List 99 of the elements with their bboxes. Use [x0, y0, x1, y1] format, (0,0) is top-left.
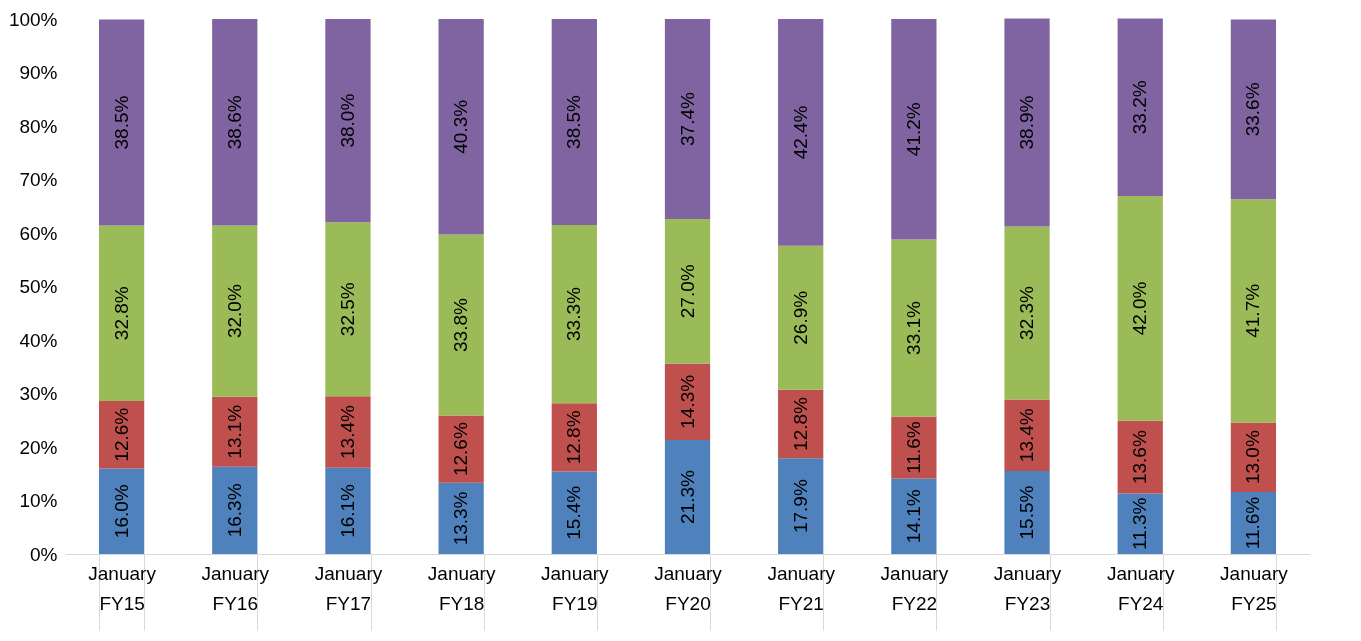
bar: [664, 219, 711, 364]
data-label: 41.7%: [1242, 283, 1264, 338]
data-label: 33.8%: [450, 297, 472, 352]
x-tick-label: January FY15: [88, 562, 157, 614]
bar: [212, 225, 258, 397]
y-tick-label: 100%: [8, 8, 58, 30]
x-tick-label: January FY18: [427, 562, 496, 614]
bar: [551, 471, 597, 554]
data-label: 13.4%: [336, 404, 358, 459]
x-tick-label: January FY22: [880, 562, 949, 614]
bar: [438, 19, 484, 235]
data-label: 33.1%: [902, 300, 924, 355]
data-label: 33.3%: [563, 287, 585, 341]
data-label: 17.9%: [789, 479, 811, 534]
data-label: 16.0%: [110, 484, 132, 539]
y-tick-label: 70%: [19, 169, 58, 190]
data-label: 11.3%: [1129, 497, 1151, 551]
data-label: 32.8%: [110, 286, 132, 341]
x-tick-label: January FY24: [1106, 562, 1176, 614]
bar: [778, 19, 824, 246]
x-tick-label: January FY17: [314, 562, 383, 614]
bar: [778, 245, 824, 390]
y-tick-label: 0%: [30, 543, 58, 565]
bar: [1004, 399, 1050, 472]
bar: [98, 468, 145, 554]
bar: [1004, 226, 1050, 400]
data-label: 33.6%: [1242, 82, 1264, 137]
y-tick-label: 60%: [19, 222, 58, 244]
y-tick-label: 10%: [19, 490, 58, 511]
bar: [891, 239, 937, 417]
data-label: 13.6%: [1129, 430, 1151, 485]
data-label: 37.4%: [676, 92, 698, 146]
data-label: 15.5%: [1016, 485, 1038, 540]
data-label: 13.3%: [450, 491, 472, 546]
data-label: 41.2%: [902, 102, 924, 157]
data-label: 33.2%: [1129, 80, 1151, 135]
data-label: 14.1%: [902, 489, 924, 544]
data-label: 15.4%: [563, 485, 585, 540]
data-label: 38.6%: [223, 95, 245, 150]
x-tick-label: January FY21: [767, 562, 836, 614]
x-tick-label: January FY16: [201, 562, 270, 614]
bar: [325, 19, 371, 223]
data-label: 11.6%: [902, 421, 924, 474]
data-label: 32.0%: [223, 284, 245, 339]
data-label: 26.9%: [789, 290, 811, 345]
data-label: 42.0%: [1129, 281, 1151, 336]
bar: [664, 440, 711, 554]
data-label: 12.6%: [450, 422, 472, 477]
y-tick-label: 50%: [19, 276, 58, 297]
bar: [325, 467, 371, 554]
bar: [891, 416, 937, 479]
bar: [438, 234, 484, 416]
y-tick-label: 80%: [19, 115, 58, 137]
data-label: 11.6%: [1242, 496, 1264, 550]
bar: [551, 224, 597, 404]
data-label: 16.3%: [223, 483, 245, 538]
bar: [891, 19, 937, 240]
x-tick-label: January FY25: [1220, 562, 1289, 614]
data-label: 40.3%: [450, 99, 472, 154]
bar: [891, 478, 937, 554]
bar: [98, 19, 145, 226]
bar: [1117, 18, 1163, 197]
data-label: 14.3%: [676, 374, 698, 429]
data-label: 32.3%: [1016, 285, 1038, 340]
x-tick-label: January FY23: [993, 562, 1062, 614]
data-label: 12.8%: [563, 410, 585, 465]
data-label: 13.4%: [1016, 408, 1038, 463]
data-label: 16.1%: [336, 483, 358, 538]
data-label: 12.6%: [110, 407, 132, 462]
bar: [778, 458, 824, 554]
bar: [1117, 196, 1163, 421]
bar: [212, 19, 258, 226]
bar: [325, 222, 371, 397]
bar: [1230, 19, 1277, 200]
x-tick-label: January FY20: [654, 562, 723, 614]
data-label: 38.5%: [110, 95, 132, 150]
data-label: 38.9%: [1016, 95, 1038, 150]
bar: [325, 396, 371, 468]
data-label: 13.0%: [1242, 430, 1264, 485]
data-label: 38.5%: [563, 94, 585, 149]
bar: [1004, 18, 1050, 227]
data-label: 12.8%: [789, 396, 811, 451]
data-label: 21.3%: [676, 469, 698, 524]
y-tick-label: 40%: [19, 329, 58, 351]
y-tick-label: 20%: [19, 436, 58, 458]
bar: [1004, 471, 1050, 554]
data-label: 42.4%: [789, 105, 811, 160]
y-tick-label: 90%: [19, 62, 58, 83]
data-label: 32.5%: [336, 282, 358, 337]
bar: [551, 19, 597, 225]
x-tick-label: January FY19: [541, 562, 610, 614]
bar: [1230, 199, 1277, 423]
y-tick-label: 30%: [19, 383, 58, 404]
data-label: 38.0%: [336, 93, 358, 148]
bar: [664, 19, 711, 220]
data-label: 13.1%: [223, 404, 245, 459]
bar: [212, 466, 258, 554]
data-label: 27.0%: [676, 264, 698, 319]
bar: [98, 225, 145, 401]
